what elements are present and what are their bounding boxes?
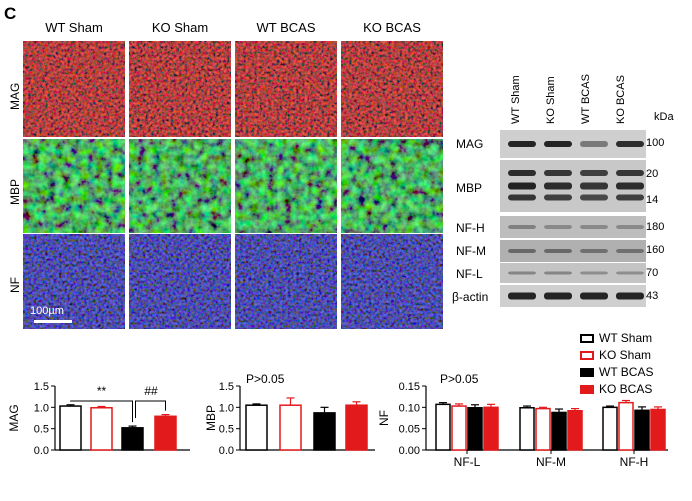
y-axis-label: MAG — [7, 404, 21, 431]
p-value-annotation: P>0.05 — [440, 372, 479, 386]
bar — [467, 407, 483, 451]
wb-strip-bactin — [500, 285, 646, 307]
micrograph-col-label: WT Sham — [45, 20, 103, 35]
bar — [451, 405, 467, 451]
wb-row-label: NF-L — [456, 267, 483, 281]
wb-row-label: NF-H — [456, 221, 485, 235]
y-tick-label: 0.0 — [219, 445, 234, 457]
y-tick-label: 0.5 — [219, 424, 234, 436]
bar — [602, 406, 618, 451]
significance-bracket — [70, 400, 133, 423]
wb-kda-label: kDa — [654, 111, 674, 123]
bar — [435, 403, 451, 451]
x-tick-label: NF-L — [454, 455, 481, 469]
legend-label: WT Sham — [599, 331, 653, 345]
wb-kda-marker: 14 — [646, 194, 659, 206]
micrograph-nf — [234, 233, 338, 330]
micrograph-mbp — [128, 138, 232, 236]
wb-row-label: NF-M — [456, 244, 486, 258]
y-axis-label: NF — [377, 410, 391, 426]
micrograph-nf — [128, 233, 232, 330]
y-tick-label: 1.5 — [34, 381, 49, 393]
y-tick-label: 0.15 — [399, 381, 420, 393]
significance-bracket — [135, 400, 166, 419]
bar — [121, 427, 144, 451]
bar — [90, 407, 113, 451]
legend-item: WT Sham — [580, 331, 653, 345]
micrograph-mbp — [22, 138, 126, 236]
panel-letter: C — [4, 4, 17, 23]
wb-kda-marker: 100 — [646, 137, 665, 149]
scale-bar-label: 100µm — [30, 305, 64, 317]
y-tick-label: 0.10 — [399, 402, 420, 414]
y-tick-label: 0.0 — [34, 445, 49, 457]
wb-kda-marker: 160 — [646, 244, 665, 256]
x-tick-label: NF-M — [536, 455, 566, 469]
wb-row-label: β-actin — [452, 290, 489, 304]
bar — [279, 404, 302, 451]
micrograph-mag — [234, 40, 338, 138]
bar — [567, 409, 583, 451]
significance-label: ** — [97, 384, 107, 398]
bar — [535, 407, 551, 451]
significance-label: ## — [144, 384, 158, 398]
y-tick-label: 1.5 — [219, 381, 234, 393]
legend-label: KO Sham — [599, 348, 652, 362]
wb-row-label: MBP — [456, 181, 483, 195]
legend-item: KO BCAS — [580, 382, 653, 396]
wb-kda-marker: 20 — [646, 168, 659, 180]
scale-bar — [34, 320, 72, 323]
legend-swatch — [580, 367, 594, 377]
wb-strip-mag — [500, 130, 646, 158]
wb-strip-nfl — [500, 263, 646, 283]
bar — [154, 415, 177, 451]
legend-label: KO BCAS — [599, 382, 653, 396]
micrograph-mag — [340, 40, 444, 138]
legend-swatch — [580, 333, 594, 343]
legend-swatch — [580, 384, 594, 394]
micrograph-nf — [340, 233, 444, 330]
y-tick-label: 0.05 — [399, 424, 420, 436]
micrograph-nf — [22, 233, 126, 330]
legend: WT Sham KO Sham WT BCAS KO BCAS — [580, 331, 653, 396]
wb-row-label: MAG — [456, 137, 484, 151]
wb-strip-nfm — [500, 240, 646, 262]
micrograph-mag — [22, 40, 126, 138]
bar — [313, 412, 336, 451]
y-tick-label: 1.0 — [219, 402, 234, 414]
bar — [483, 406, 499, 451]
bar — [519, 407, 535, 451]
bar — [245, 404, 268, 451]
micrograph-col-label: KO Sham — [151, 20, 209, 35]
wb-kda-marker: 43 — [646, 290, 659, 302]
micrograph-col-label: WT BCAS — [256, 20, 316, 35]
wb-strip-nfh — [500, 216, 646, 238]
bar — [551, 411, 567, 451]
y-tick-label: 1.0 — [34, 402, 49, 414]
micrograph-col-label: KO BCAS — [363, 20, 421, 35]
y-tick-label: 0.00 — [399, 445, 420, 457]
legend-item: WT BCAS — [580, 365, 653, 379]
bar — [59, 405, 82, 451]
micrograph-mag — [128, 40, 232, 138]
bar — [650, 408, 666, 451]
legend-swatch — [580, 350, 594, 360]
wb-strip-mbp — [500, 160, 646, 212]
bar — [634, 409, 650, 451]
wb-kda-marker: 70 — [646, 267, 659, 279]
micrograph-mbp — [234, 138, 338, 236]
wb-kda-marker: 180 — [646, 221, 665, 233]
bar — [618, 401, 634, 451]
y-tick-label: 0.5 — [34, 424, 49, 436]
p-value-annotation: P>0.05 — [246, 372, 285, 386]
bar — [345, 404, 368, 451]
legend-item: KO Sham — [580, 348, 653, 362]
x-tick-label: NF-H — [620, 455, 649, 469]
micrograph-mbp — [340, 138, 444, 236]
legend-label: WT BCAS — [599, 365, 654, 379]
y-axis-label: MBP — [204, 405, 218, 431]
